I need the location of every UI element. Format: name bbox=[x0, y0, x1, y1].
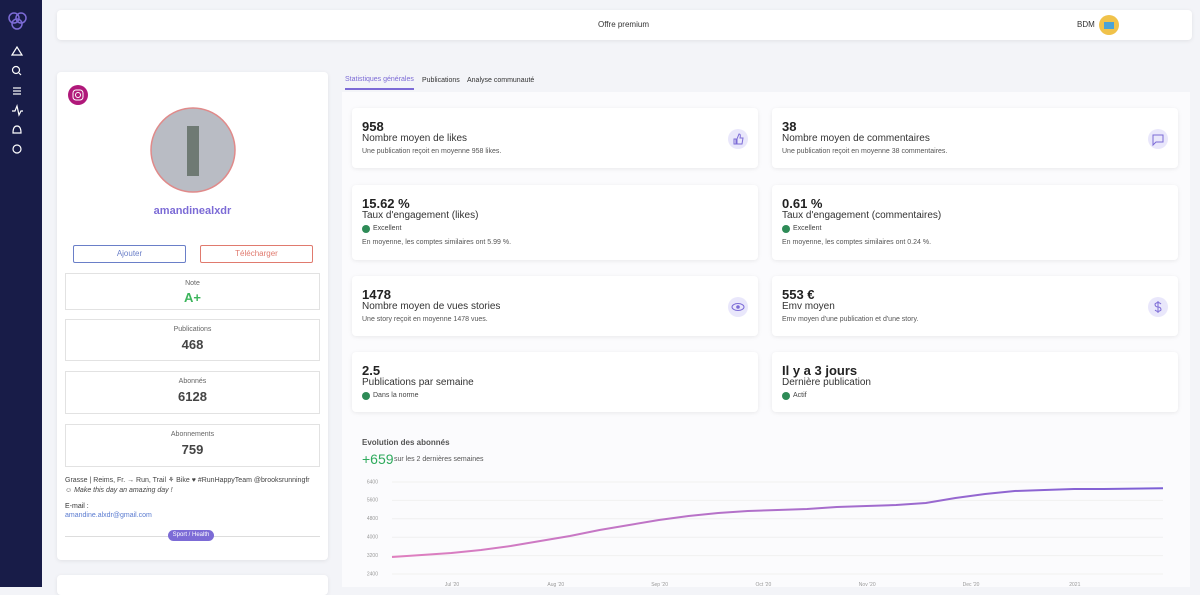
card-icon bbox=[1147, 128, 1169, 150]
x-tick-label: Oct '20 bbox=[756, 582, 772, 587]
card-icon bbox=[727, 128, 749, 150]
y-tick-label: 4800 bbox=[367, 516, 378, 522]
card-value: 15.62 % bbox=[362, 196, 410, 211]
card-value: 1478 bbox=[362, 287, 391, 302]
card-label: Taux d'engagement (likes) bbox=[362, 210, 478, 221]
stat-card: 15.62 %Taux d'engagement (likes) Excellen… bbox=[352, 185, 758, 260]
status-text: Excellent bbox=[373, 225, 401, 232]
bio-line: Grasse | Reims, Fr. → Run, Trail ⚘ Bike … bbox=[65, 476, 320, 486]
instagram-icon bbox=[68, 85, 88, 105]
x-tick-label: 2021 bbox=[1069, 582, 1080, 587]
stat-box: Note A+ bbox=[65, 273, 320, 310]
stat-box: Abonnements 759 bbox=[65, 424, 320, 467]
card-note: Une publication reçoit en moyenne 38 com… bbox=[782, 148, 947, 155]
card-label: Emv moyen bbox=[782, 301, 835, 312]
add-button[interactable]: Ajouter bbox=[73, 245, 186, 263]
stat-card: 2.5Publications par semaine Dans la norme bbox=[352, 352, 758, 412]
x-tick-label: Nov '20 bbox=[859, 582, 876, 587]
stat-value: 759 bbox=[66, 442, 319, 457]
x-tick-label: Dec '20 bbox=[963, 582, 980, 587]
card-value: 2.5 bbox=[362, 363, 380, 378]
card-icon bbox=[727, 296, 749, 318]
sidebar-icons bbox=[0, 0, 42, 170]
card-icon bbox=[1147, 296, 1169, 318]
card-value: 553 € bbox=[782, 287, 815, 302]
stat-label: Note bbox=[66, 280, 319, 287]
download-button[interactable]: Télécharger bbox=[200, 245, 313, 263]
card-note: Une publication reçoit en moyenne 958 li… bbox=[362, 148, 501, 155]
bio: Grasse | Reims, Fr. → Run, Trail ⚘ Bike … bbox=[65, 476, 320, 496]
card-label: Nombre moyen de vues stories bbox=[362, 301, 500, 312]
stat-label: Abonnements bbox=[66, 431, 319, 438]
bio-line: ☺ Make this day an amazing day ! bbox=[65, 486, 320, 496]
tab[interactable]: Publications bbox=[422, 77, 460, 84]
status-dot bbox=[782, 225, 790, 233]
y-tick-label: 4000 bbox=[367, 535, 378, 541]
topbar: Offre premium BDM bbox=[57, 10, 1192, 40]
card-label: Nombre moyen de commentaires bbox=[782, 133, 930, 144]
user-name: BDM bbox=[1077, 20, 1095, 29]
status-text: Actif bbox=[793, 392, 807, 399]
sidebar bbox=[0, 0, 42, 587]
card-label: Dernière publication bbox=[782, 377, 871, 388]
category-tag: Sport / Health bbox=[168, 530, 214, 541]
stat-card: 1478Nombre moyen de vues stories Une stor… bbox=[352, 276, 758, 336]
y-tick-label: 6400 bbox=[367, 479, 378, 485]
card-label: Publications par semaine bbox=[362, 377, 474, 388]
username: amandinealxdr bbox=[57, 205, 328, 217]
card-value: Il y a 3 jours bbox=[782, 363, 857, 378]
y-tick-label: 3200 bbox=[367, 553, 378, 559]
status-dot bbox=[362, 392, 370, 400]
status-dot bbox=[782, 392, 790, 400]
card-note: En moyenne, les comptes similaires ont 5… bbox=[362, 239, 511, 246]
stat-card: 38Nombre moyen de commentaires Une public… bbox=[772, 108, 1178, 168]
stat-box: Publications 468 bbox=[65, 319, 320, 361]
y-tick-label: 2400 bbox=[367, 571, 378, 577]
secondary-card bbox=[57, 575, 328, 595]
card-note: Une story reçoit en moyenne 1478 vues. bbox=[362, 316, 488, 323]
y-tick-label: 5600 bbox=[367, 498, 378, 504]
x-tick-label: Sep '20 bbox=[651, 582, 668, 587]
stat-label: Abonnés bbox=[66, 378, 319, 385]
premium-link[interactable]: Offre premium bbox=[598, 20, 649, 29]
tab-active[interactable]: Statistiques générales bbox=[345, 76, 414, 90]
card-value: 38 bbox=[782, 119, 796, 134]
x-tick-label: Jul '20 bbox=[445, 582, 460, 587]
email-label: E-mail : bbox=[65, 503, 89, 510]
card-status: Excellent bbox=[362, 225, 401, 232]
stat-card: 0.61 %Taux d'engagement (commentaires) Ex… bbox=[772, 185, 1178, 260]
user-avatar[interactable] bbox=[1098, 14, 1120, 36]
stat-card: 958Nombre moyen de likes Une publication … bbox=[352, 108, 758, 168]
status-text: Excellent bbox=[793, 225, 821, 232]
stat-card: Il y a 3 joursDernière publication Actif bbox=[772, 352, 1178, 412]
stat-card: 553 €Emv moyen Emv moyen d'une publicatio… bbox=[772, 276, 1178, 336]
status-text: Dans la norme bbox=[373, 392, 419, 399]
card-label: Taux d'engagement (commentaires) bbox=[782, 210, 941, 221]
stat-value: A+ bbox=[66, 290, 319, 305]
x-tick-label: Aug '20 bbox=[547, 582, 564, 587]
stat-label: Publications bbox=[66, 326, 319, 333]
stat-value: 6128 bbox=[66, 389, 319, 404]
followers-line bbox=[392, 488, 1163, 557]
email[interactable]: amandine.alxdr@gmail.com bbox=[65, 512, 152, 519]
card-value: 0.61 % bbox=[782, 196, 822, 211]
stat-value: 468 bbox=[66, 337, 319, 352]
card-label: Nombre moyen de likes bbox=[362, 133, 467, 144]
status-dot bbox=[362, 225, 370, 233]
card-status: Actif bbox=[782, 392, 807, 399]
card-status: Excellent bbox=[782, 225, 821, 232]
card-note: En moyenne, les comptes similaires ont 0… bbox=[782, 239, 931, 246]
card-note: Emv moyen d'une publication et d'une sto… bbox=[782, 316, 918, 323]
tab[interactable]: Analyse communauté bbox=[467, 77, 534, 84]
followers-chart: 2400 3200 4000 4800 5600 6400 Jul '20 Aug '20 Se… bbox=[342, 425, 1190, 587]
stat-box: Abonnés 6128 bbox=[65, 371, 320, 414]
profile-avatar bbox=[149, 106, 237, 194]
profile-card: amandinealxdr Ajouter Télécharger Grasse… bbox=[57, 72, 328, 560]
card-value: 958 bbox=[362, 119, 384, 134]
card-status: Dans la norme bbox=[362, 392, 419, 399]
